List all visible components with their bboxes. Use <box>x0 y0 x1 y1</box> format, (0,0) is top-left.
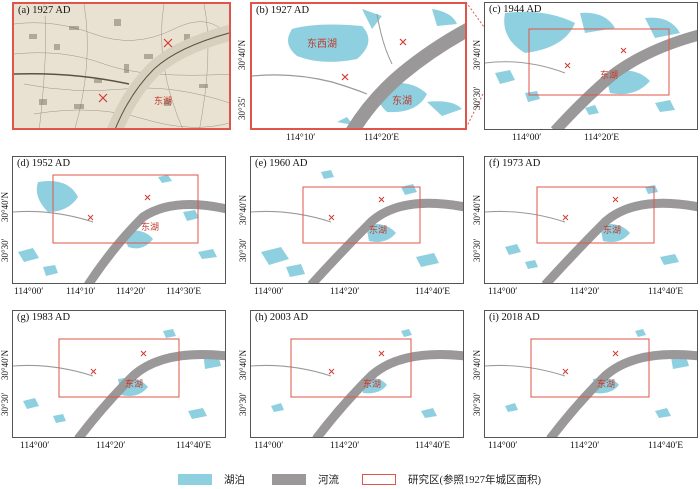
legend: 湖泊 河流 研究区(参照1927年城区面积) <box>0 470 700 488</box>
lon-tick: 114°20′ <box>570 287 600 297</box>
panel-title: (h) 2003 AD <box>255 312 309 323</box>
lat-tick: 30°40′N <box>472 349 482 380</box>
east-lake-label: 东湖 <box>154 95 172 106</box>
lake-label-donghu: 东湖 <box>603 224 621 235</box>
panel-title: (g) 1983 AD <box>17 312 71 323</box>
lon-tick: 114°20′ <box>330 441 360 451</box>
panel-c: 东湖 (c) 1944 AD <box>484 2 698 130</box>
legend-study-area-swatch <box>362 474 396 485</box>
legend-study-area-label: 研究区(参照1927年城区面积) <box>408 475 541 486</box>
lon-tick: 114°00′ <box>254 287 284 297</box>
lon-tick: 114°00′ <box>512 133 542 143</box>
lat-tick: 30°30′ <box>238 238 248 262</box>
lon-tick: 114°20′ <box>570 441 600 451</box>
lat-tick: 30°40′N <box>0 191 10 222</box>
panel-title: (c) 1944 AD <box>489 4 542 15</box>
lat-tick: 30°40′N <box>472 39 482 70</box>
panel-e: 东湖 (e) 1960 AD <box>250 156 464 284</box>
map-d: 东湖 <box>13 174 225 283</box>
map-i: 东湖 <box>485 329 697 437</box>
lat-tick: 30°35′ <box>237 96 247 120</box>
lon-tick: 114°10′ <box>286 133 316 143</box>
lat-tick: 30°30′ <box>472 86 482 110</box>
lon-tick: 114°00′ <box>20 441 50 451</box>
lon-tick: 114°40′E <box>648 287 684 297</box>
lon-tick: 114°40′E <box>415 441 451 451</box>
study-area-box <box>58 338 180 398</box>
lat-tick: 30°30′ <box>238 392 248 416</box>
lon-tick: 114°20′ <box>116 287 146 297</box>
lake-label-donghu: 东湖 <box>363 378 381 389</box>
lat-tick: 30°30′ <box>472 392 482 416</box>
study-area-box <box>302 186 421 244</box>
panel-title: (d) 1952 AD <box>17 158 71 169</box>
lon-tick: 114°00′ <box>254 441 284 451</box>
study-area-box <box>290 338 412 398</box>
panel-g: 东湖 (g) 1983 AD <box>12 310 226 438</box>
lake-label-donghu: 东湖 <box>125 378 143 389</box>
lon-tick: 114°30′E <box>166 287 202 297</box>
study-area-box <box>536 186 655 244</box>
lake-label-donghu: 东湖 <box>369 224 387 235</box>
panel-title: (b) 1927 AD <box>256 5 310 16</box>
legend-river-label: 河流 <box>318 475 339 486</box>
lat-tick: 30°30′ <box>0 392 10 416</box>
panel-i: 东湖 (i) 2018 AD <box>484 310 698 438</box>
lake-label-donghu: 东湖 <box>392 94 412 107</box>
lake-label-donghu: 东湖 <box>597 378 615 389</box>
lon-tick: 114°00′ <box>488 441 518 451</box>
panel-b: 东西湖 东湖 (b) 1927 AD <box>250 2 467 130</box>
panel-h: 东湖 (h) 2003 AD <box>250 310 464 438</box>
panel-title: (e) 1960 AD <box>255 158 308 169</box>
map-g: 东湖 <box>13 329 225 437</box>
map-c: 东湖 <box>485 11 697 129</box>
map-b: 东西湖 东湖 <box>252 9 465 128</box>
lat-tick: 30°40′N <box>237 39 247 70</box>
lon-tick: 114°40′E <box>415 287 451 297</box>
lon-tick: 114°20′ <box>330 287 360 297</box>
panel-title: (f) 1973 AD <box>489 158 541 169</box>
legend-lake-label: 湖泊 <box>224 475 245 486</box>
map-f: 东湖 <box>485 185 697 283</box>
lat-tick: 30°40′N <box>472 194 482 225</box>
lat-tick: 30°40′N <box>0 349 10 380</box>
panel-title: (i) 2018 AD <box>489 312 540 323</box>
panel-a: 东湖 (a) 1927 AD <box>12 2 231 130</box>
lon-tick: 114°00′ <box>488 287 518 297</box>
lon-tick: 114°20′ <box>96 441 126 451</box>
lon-tick: 114°00′ <box>14 287 44 297</box>
lat-tick: 30°40′N <box>238 349 248 380</box>
lat-tick: 30°30′ <box>472 238 482 262</box>
lon-tick: 114°10′ <box>66 287 96 297</box>
map-h: 东湖 <box>251 329 463 437</box>
study-area-box <box>528 28 670 96</box>
lon-tick: 114°40′E <box>648 441 684 451</box>
panel-title: (a) 1927 AD <box>18 5 71 16</box>
lat-tick: 30°30′ <box>0 238 10 262</box>
lon-tick: 114°20′E <box>584 133 620 143</box>
lake-label-donghu: 东湖 <box>141 221 159 232</box>
panel-d: 东湖 (d) 1952 AD <box>12 156 226 284</box>
map-e: 东湖 <box>251 170 463 283</box>
lake-label-donghu: 东湖 <box>600 69 618 80</box>
study-area-box <box>52 174 199 244</box>
lat-tick: 30°40′N <box>238 194 248 225</box>
historical-map: 东湖 <box>14 4 229 128</box>
zoom-connector <box>466 1 485 129</box>
panel-f: 东湖 (f) 1973 AD <box>484 156 698 284</box>
lon-tick: 114°40′E <box>176 441 212 451</box>
lon-tick: 114°20′E <box>364 133 400 143</box>
legend-river-swatch <box>272 474 306 485</box>
study-area-box <box>530 338 650 398</box>
legend-lake-swatch <box>178 474 212 485</box>
lake-label-dongxihu: 东西湖 <box>307 37 337 50</box>
